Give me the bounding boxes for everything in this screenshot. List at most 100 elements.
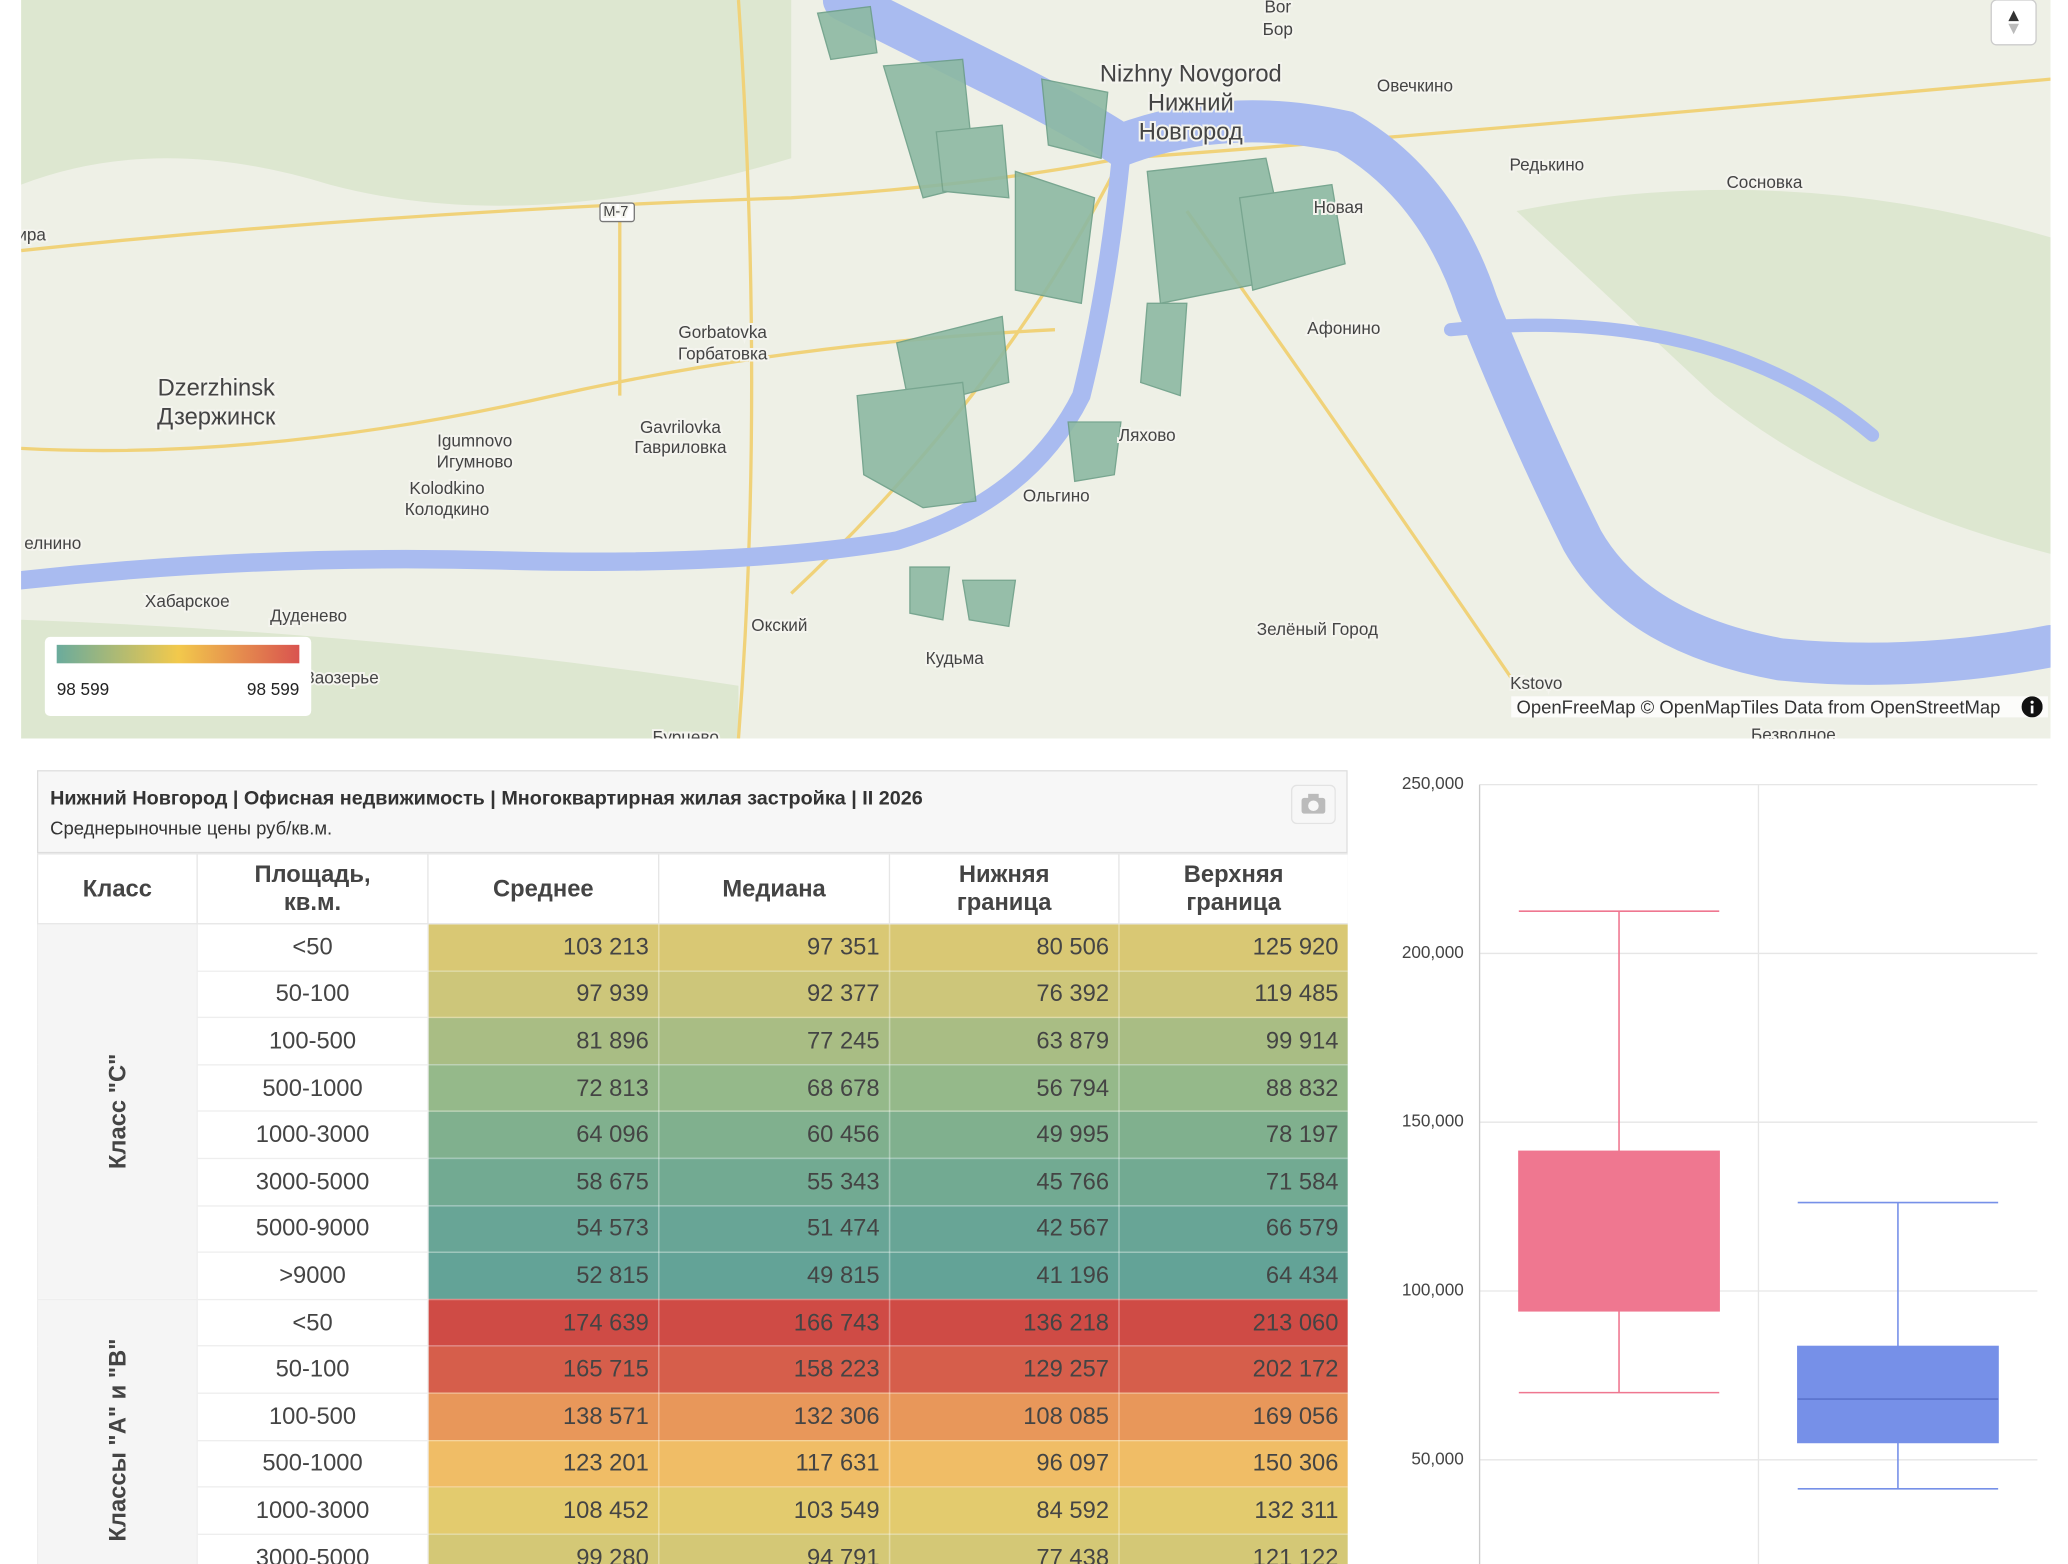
value-cell: 123 201 xyxy=(427,1439,660,1488)
table: Класс Площадь, кв.м. Среднее Медиана Нижняя … xyxy=(36,853,1348,1564)
value-cell: 71 584 xyxy=(1118,1157,1348,1207)
value-cell: 51 474 xyxy=(658,1204,891,1253)
place-label: елнино xyxy=(24,533,81,553)
value-cell: 49 995 xyxy=(888,1110,1120,1160)
group-label: Класс "С" xyxy=(103,1053,130,1170)
value-cell: 165 715 xyxy=(427,1345,660,1394)
y-tick-label: 200,000 xyxy=(1402,942,1464,962)
place-label: Безводное xyxy=(1751,724,1836,738)
place-label: Овечкино xyxy=(1377,76,1453,96)
column-header: Класс xyxy=(36,853,198,925)
place-label: Зелёный Город xyxy=(1257,619,1378,639)
area-cell: <50 xyxy=(196,1298,429,1347)
value-cell: 108 452 xyxy=(427,1486,660,1535)
map-legend: 98 599 98 599 xyxy=(44,636,312,717)
table-row: 100-500 138 571 132 306 108 085 169 056 xyxy=(38,1392,1348,1441)
value-cell: 58 675 xyxy=(427,1157,660,1207)
place-label: Новая xyxy=(1314,197,1364,217)
value-cell: 169 056 xyxy=(1118,1392,1348,1441)
price-table: Нижний Новгород | Офисная недвижимость |… xyxy=(36,770,1348,1564)
value-cell: 56 794 xyxy=(888,1063,1120,1113)
value-cell: 174 639 xyxy=(427,1298,660,1347)
place-label: Kolodkino xyxy=(409,478,484,498)
y-tick-label: 100,000 xyxy=(1402,1280,1464,1300)
value-cell: 108 085 xyxy=(888,1392,1120,1441)
place-label: Сосновка xyxy=(1726,172,1802,192)
place-label: Bor xyxy=(1264,0,1291,16)
place-label: Афонино xyxy=(1307,318,1380,338)
value-cell: 54 573 xyxy=(427,1204,660,1253)
value-cell: 213 060 xyxy=(1118,1298,1348,1347)
table-row: >9000 52 815 49 815 41 196 64 434 xyxy=(38,1251,1348,1300)
table-row: 50-100 165 715 158 223 129 257 202 172 xyxy=(38,1345,1348,1394)
area-cell: 1000-3000 xyxy=(196,1110,429,1160)
place-label: Бурцево xyxy=(653,727,719,738)
area-cell: 50-100 xyxy=(196,1345,429,1394)
value-cell: 166 743 xyxy=(658,1298,891,1347)
table-row: 1000-3000 108 452 103 549 84 592 132 311 xyxy=(38,1486,1348,1535)
value-cell: 97 351 xyxy=(658,923,891,972)
y-tick-label: 50,000 xyxy=(1411,1448,1463,1468)
value-cell: 68 678 xyxy=(658,1063,891,1113)
value-cell: 72 813 xyxy=(427,1063,660,1113)
value-cell: 136 218 xyxy=(888,1298,1120,1347)
place-label: Редькино xyxy=(1509,155,1584,175)
place-label: Gavrilovka xyxy=(640,417,721,437)
value-cell: 202 172 xyxy=(1118,1345,1348,1394)
value-cell: 92 377 xyxy=(658,970,891,1019)
place-label: Дуденево xyxy=(270,606,347,626)
table-row: 5000-9000 54 573 51 474 42 567 66 579 xyxy=(38,1204,1348,1253)
road-shield xyxy=(599,202,635,223)
value-cell: 97 939 xyxy=(427,970,660,1019)
place-label: ира xyxy=(21,225,46,245)
value-cell: 99 280 xyxy=(427,1533,660,1564)
table-row: Классы "А" и "В" <50 174 639 166 743 136 218… xyxy=(36,1298,1348,1564)
area-cell: 5000-9000 xyxy=(196,1204,429,1253)
value-cell: 41 196 xyxy=(888,1251,1120,1300)
place-label: Igumnovo xyxy=(437,430,512,450)
value-cell: 49 815 xyxy=(658,1251,891,1300)
table-row: 500-1000 72 813 68 678 56 794 88 832 xyxy=(38,1063,1348,1113)
value-cell: 103 213 xyxy=(427,923,660,972)
area-cell: 3000-5000 xyxy=(196,1157,429,1207)
column-header: Верхняя граница xyxy=(1118,853,1348,925)
column-header: Среднее xyxy=(427,853,660,925)
camera-button[interactable] xyxy=(1291,784,1336,825)
table-row: 3000-5000 58 675 55 343 45 766 71 584 xyxy=(38,1157,1348,1207)
value-cell: 42 567 xyxy=(888,1204,1120,1253)
value-cell: 64 096 xyxy=(427,1110,660,1160)
value-cell: 150 306 xyxy=(1118,1439,1348,1488)
table-row: 50-100 97 939 92 377 76 392 119 485 xyxy=(38,970,1348,1019)
legend-gradient xyxy=(56,644,300,664)
map[interactable]: Bor Бор Nizhny Novgorod Нижний Новгород Овечк… xyxy=(21,0,2051,739)
value-cell: 76 392 xyxy=(888,970,1120,1019)
group-cell: Классы "А" и "В" xyxy=(36,1298,198,1564)
place-label: Хабарское xyxy=(145,591,230,611)
map-attribution[interactable]: OpenFreeMap © OpenMapTiles Data from Ope… xyxy=(1511,696,2048,718)
area-cell: 500-1000 xyxy=(196,1063,429,1113)
column-header: Площадь, кв.м. xyxy=(196,853,429,925)
value-cell: 158 223 xyxy=(658,1345,891,1394)
place-label: Dzerzhinsk xyxy=(158,375,275,401)
value-cell: 77 245 xyxy=(658,1016,891,1066)
place-label: Горбатовка xyxy=(678,343,768,363)
info-icon[interactable] xyxy=(2021,696,2043,718)
value-cell: 117 631 xyxy=(658,1439,891,1488)
compass-button[interactable] xyxy=(1990,0,2037,46)
value-cell: 66 579 xyxy=(1118,1204,1348,1253)
place-labels: Bor Бор Nizhny Novgorod Нижний Новгород Овечк… xyxy=(21,0,1838,738)
y-tick-label: 150,000 xyxy=(1402,1111,1464,1131)
attribution-text[interactable]: OpenFreeMap © OpenMapTiles Data from Ope… xyxy=(1516,696,2001,718)
value-cell: 64 434 xyxy=(1118,1251,1348,1300)
value-cell: 94 791 xyxy=(658,1533,891,1564)
table-row: 1000-3000 64 096 60 456 49 995 78 197 xyxy=(38,1110,1348,1160)
value-cell: 84 592 xyxy=(888,1486,1120,1535)
value-cell: 96 097 xyxy=(888,1439,1120,1488)
group-label: Классы "А" и "В" xyxy=(103,1338,130,1542)
place-label: Гавриловка xyxy=(634,437,727,457)
place-label: M-7 xyxy=(603,204,628,220)
value-cell: 138 571 xyxy=(427,1392,660,1441)
box xyxy=(1518,1150,1720,1312)
value-cell: 45 766 xyxy=(888,1157,1120,1207)
